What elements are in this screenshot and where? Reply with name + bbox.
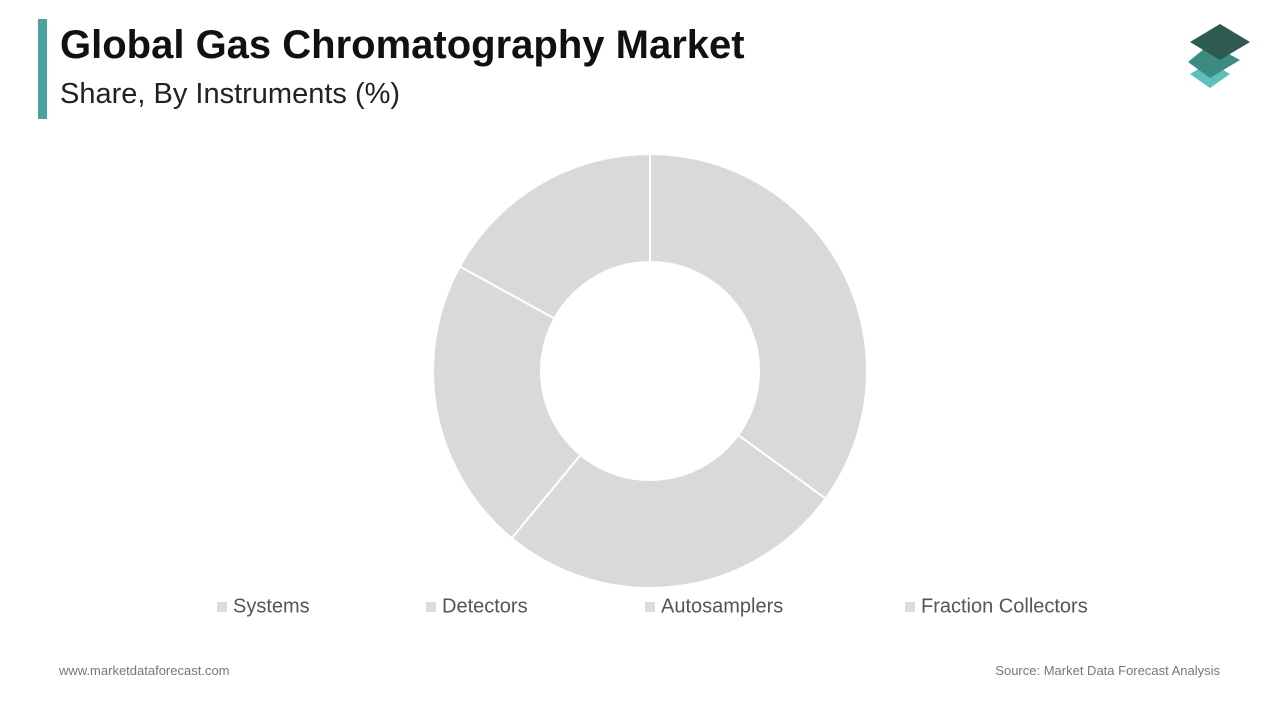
legend-swatch [645,602,655,612]
legend-swatch [426,602,436,612]
title-accent [38,19,47,119]
legend-swatch [905,602,915,612]
legend-label: Detectors [442,595,528,617]
chart-subtitle: Share, By Instruments (%) [60,78,400,110]
donut-slice [649,152,868,500]
chart-title: Global Gas Chromatography Market [60,23,745,67]
donut-slice [458,152,651,320]
legend-label: Autosamplers [661,595,783,617]
logo [1188,24,1250,88]
legend-label: Fraction Collectors [921,595,1088,617]
legend-label: Systems [233,595,310,617]
donut-slice [432,265,582,540]
website: www.marketdataforecast.com [58,663,230,678]
source: Source: Market Data Forecast Analysis [995,663,1220,678]
donut-slice [510,433,827,589]
legend-swatch [217,602,227,612]
